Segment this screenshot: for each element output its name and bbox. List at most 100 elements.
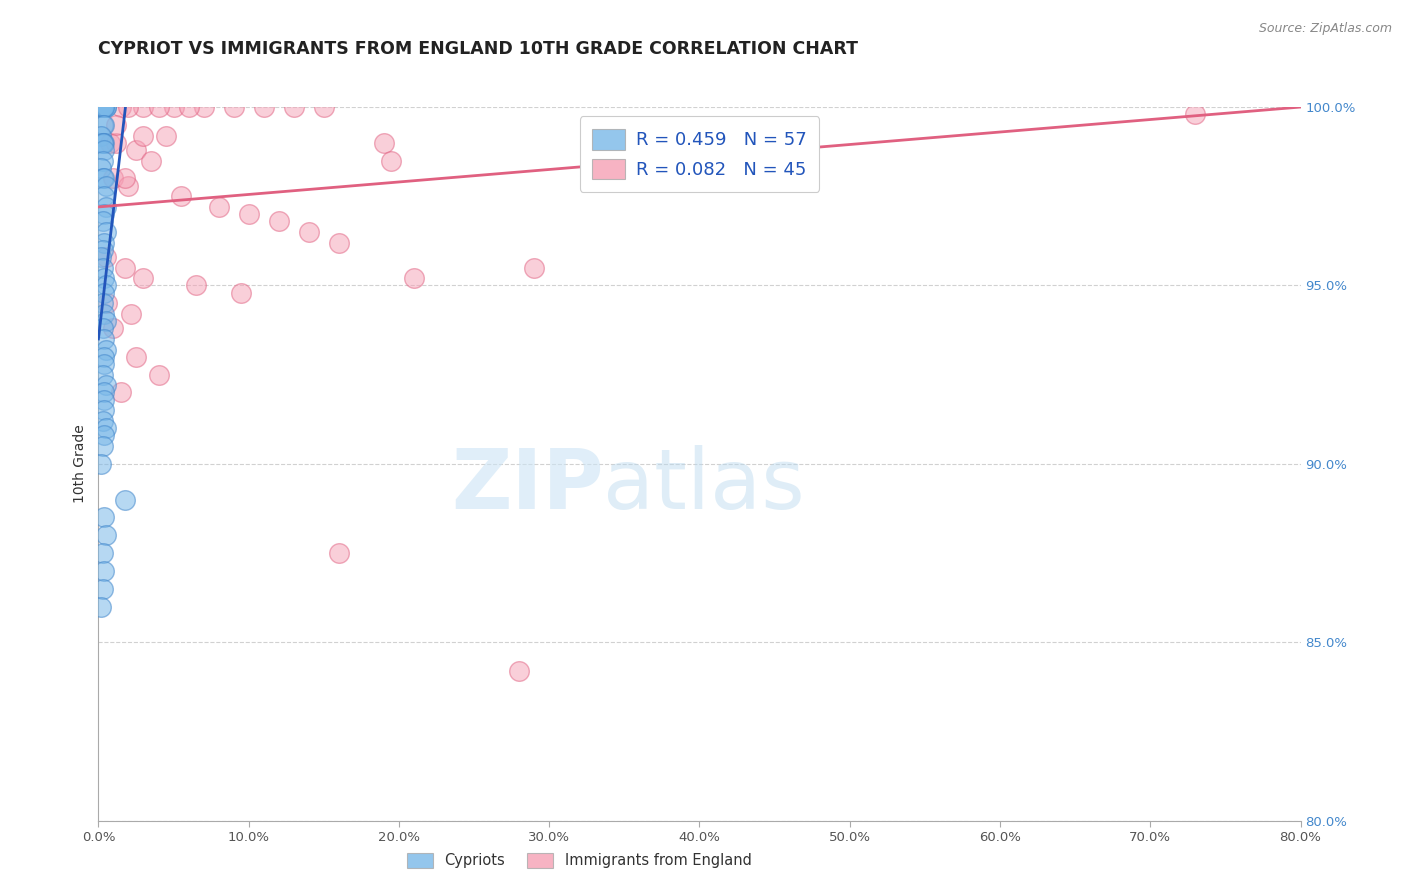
- Point: [96, 296, 118, 310]
- Point: [91, 243, 114, 257]
- Point: [94, 421, 117, 435]
- Point: [90, 457, 112, 471]
- Point: [91, 439, 114, 453]
- Y-axis label: 10th Grade: 10th Grade: [73, 425, 87, 503]
- Point: [402, 271, 425, 285]
- Point: [148, 368, 170, 382]
- Point: [91, 136, 114, 150]
- Point: [91, 118, 114, 132]
- Point: [132, 128, 155, 143]
- Point: [283, 100, 305, 114]
- Point: [231, 285, 253, 300]
- Point: [94, 343, 117, 357]
- Text: CYPRIOT VS IMMIGRANTS FROM ENGLAND 10TH GRADE CORRELATION CHART: CYPRIOT VS IMMIGRANTS FROM ENGLAND 10TH …: [98, 40, 859, 58]
- Point: [373, 136, 395, 150]
- Point: [91, 214, 114, 228]
- Point: [170, 189, 193, 203]
- Point: [93, 235, 115, 250]
- Point: [238, 207, 260, 221]
- Point: [91, 153, 114, 168]
- Point: [93, 403, 115, 417]
- Point: [94, 200, 117, 214]
- Point: [105, 118, 128, 132]
- Point: [91, 100, 114, 114]
- Text: ZIP: ZIP: [451, 445, 603, 525]
- Point: [105, 136, 128, 150]
- Point: [114, 260, 136, 275]
- Point: [132, 271, 155, 285]
- Point: [93, 285, 115, 300]
- Point: [328, 235, 350, 250]
- Point: [523, 260, 546, 275]
- Point: [1184, 107, 1206, 121]
- Point: [177, 100, 200, 114]
- Point: [93, 332, 115, 346]
- Point: [93, 357, 115, 371]
- Point: [93, 136, 115, 150]
- Point: [91, 100, 114, 114]
- Point: [253, 100, 276, 114]
- Point: [94, 314, 117, 328]
- Point: [100, 136, 122, 150]
- Point: [93, 100, 115, 114]
- Point: [91, 546, 114, 560]
- Point: [93, 100, 115, 114]
- Point: [94, 250, 117, 264]
- Point: [117, 178, 139, 193]
- Point: [267, 214, 290, 228]
- Point: [162, 100, 184, 114]
- Point: [94, 100, 117, 114]
- Point: [91, 368, 114, 382]
- Point: [184, 278, 207, 293]
- Point: [380, 153, 402, 168]
- Point: [91, 171, 114, 186]
- Point: [312, 100, 335, 114]
- Point: [155, 128, 177, 143]
- Point: [139, 153, 162, 168]
- Point: [93, 350, 115, 364]
- Point: [91, 321, 114, 335]
- Point: [93, 564, 115, 578]
- Point: [94, 278, 117, 293]
- Point: [117, 100, 139, 114]
- Text: atlas: atlas: [603, 445, 806, 525]
- Point: [193, 100, 215, 114]
- Point: [94, 378, 117, 392]
- Point: [90, 599, 112, 614]
- Point: [93, 171, 115, 186]
- Point: [90, 250, 112, 264]
- Point: [110, 385, 132, 400]
- Legend: Cypriots, Immigrants from England: Cypriots, Immigrants from England: [401, 847, 758, 874]
- Point: [298, 225, 321, 239]
- Point: [91, 296, 114, 310]
- Point: [93, 307, 115, 321]
- Point: [508, 664, 530, 678]
- Point: [208, 200, 231, 214]
- Text: Source: ZipAtlas.com: Source: ZipAtlas.com: [1258, 22, 1392, 36]
- Point: [121, 307, 143, 321]
- Point: [90, 161, 112, 175]
- Point: [93, 189, 115, 203]
- Point: [148, 100, 170, 114]
- Point: [93, 385, 115, 400]
- Point: [93, 143, 115, 157]
- Point: [94, 100, 117, 114]
- Point: [94, 528, 117, 542]
- Point: [93, 392, 115, 407]
- Point: [222, 100, 245, 114]
- Point: [125, 350, 148, 364]
- Point: [103, 321, 125, 335]
- Point: [93, 428, 115, 442]
- Point: [91, 582, 114, 596]
- Point: [125, 143, 148, 157]
- Point: [93, 271, 115, 285]
- Point: [328, 546, 350, 560]
- Point: [110, 100, 132, 114]
- Point: [103, 171, 125, 186]
- Point: [93, 100, 115, 114]
- Point: [132, 100, 155, 114]
- Point: [114, 492, 136, 507]
- Point: [90, 100, 112, 114]
- Point: [90, 128, 112, 143]
- Point: [93, 207, 115, 221]
